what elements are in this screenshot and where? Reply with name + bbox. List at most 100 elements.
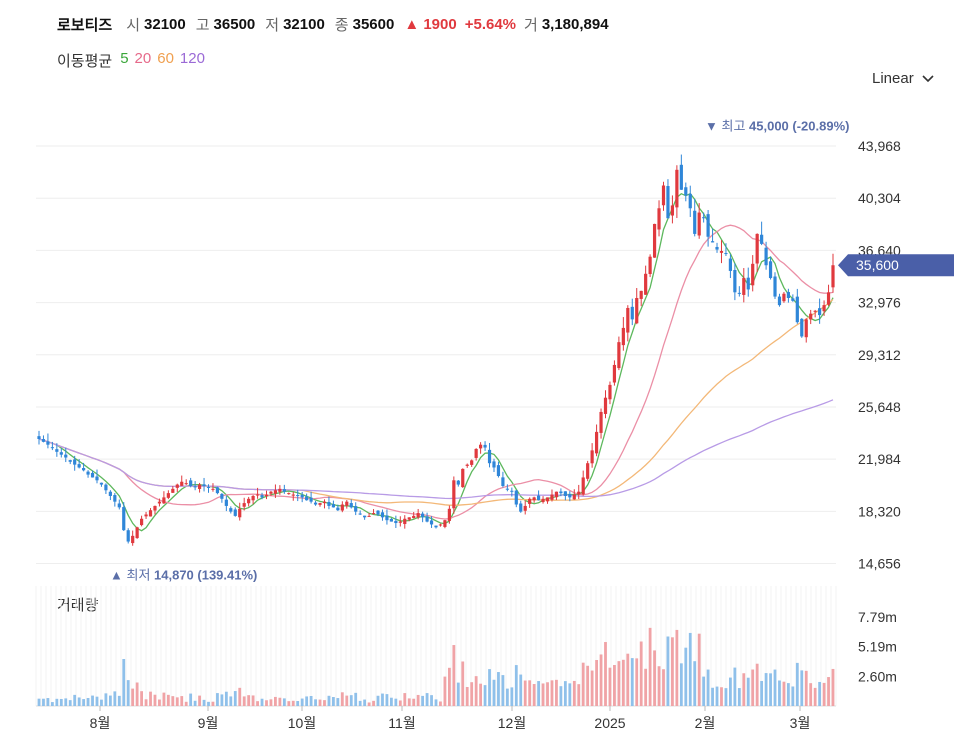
volume-bar <box>541 683 545 706</box>
candle-body <box>278 488 282 492</box>
volume-bar <box>309 696 313 706</box>
candle-body <box>229 508 233 512</box>
price-tick-label: 25,648 <box>858 399 901 415</box>
volume-bar <box>126 680 130 706</box>
candle-body <box>719 251 724 253</box>
volume-bar <box>470 682 474 706</box>
candle-body <box>389 518 393 522</box>
volume-bar <box>421 695 425 706</box>
volume-bar <box>559 686 563 706</box>
volume-bar <box>827 677 830 706</box>
volume-bar <box>479 683 483 706</box>
volume-bar <box>381 693 384 706</box>
candle-body <box>215 487 220 494</box>
candle-body <box>702 217 706 219</box>
volume-bar <box>773 669 777 706</box>
volume-bar <box>639 641 643 706</box>
volume-bar <box>416 694 420 706</box>
ma-120-label[interactable]: 120 <box>179 50 205 67</box>
volume-bar <box>175 697 179 706</box>
candle-body <box>630 306 634 320</box>
candle-body <box>394 520 398 524</box>
candle-body <box>131 535 135 544</box>
volume-bar <box>795 662 799 706</box>
candle-body <box>287 493 291 495</box>
candle-body <box>55 449 59 452</box>
ma-legend-title: 이동평균 <box>57 53 113 70</box>
time-tick-label: 8월 <box>90 715 111 731</box>
volume-axis: 7.79m 5.19m 2.60m <box>858 609 897 684</box>
volume-bar <box>108 695 112 706</box>
candle-body <box>603 397 608 414</box>
ma-60-label[interactable]: 60 <box>157 50 174 67</box>
candle-body <box>742 278 746 295</box>
volume-bar <box>644 668 648 706</box>
candle-body <box>474 448 478 458</box>
candle-body <box>90 472 95 478</box>
candle-body <box>755 233 759 264</box>
candle-body <box>635 298 639 324</box>
candle-body <box>139 518 144 526</box>
candle-body <box>117 503 121 508</box>
volume-bar <box>340 692 344 706</box>
volume-bar <box>162 692 166 706</box>
annotations: 35,600 ▼ 최고 45,000 (-20.89%) ▲ 최저 14,870 (… <box>110 118 954 582</box>
volume-bar <box>189 693 193 706</box>
candle-body <box>724 253 728 255</box>
candle-body <box>675 169 679 208</box>
volume-bar <box>398 700 402 706</box>
volume-bar <box>64 698 68 706</box>
volume-value: 3,180,894 <box>541 15 609 33</box>
volume-bar <box>572 680 576 706</box>
volume-bar <box>140 691 143 706</box>
volume-bar <box>403 693 407 706</box>
candle-body <box>425 516 429 522</box>
candle-body <box>340 504 344 511</box>
candle-body <box>238 508 242 518</box>
volume-bar <box>50 702 54 706</box>
volume-bar <box>697 633 701 706</box>
candle-body <box>349 503 353 508</box>
volume-bar <box>693 661 697 706</box>
candle-body <box>559 491 563 494</box>
ma-5-label[interactable]: 5 <box>120 50 129 67</box>
candle-body <box>479 444 483 449</box>
volume-bar <box>82 699 86 706</box>
stock-header: 로보티즈 시 32100 고 36500 저 32100 종 35600 ▲ 1… <box>57 13 619 35</box>
low-annotation-value: 14,870 (139.41%) <box>154 567 257 582</box>
volume-bar <box>563 681 567 706</box>
volume-bar <box>144 699 148 706</box>
candle-body <box>171 488 175 493</box>
candle-body <box>652 223 657 258</box>
volume-bar <box>291 700 295 706</box>
volume-bar <box>345 695 349 706</box>
candlesticks <box>37 154 835 546</box>
volume-bar <box>755 663 759 706</box>
candle-body <box>331 504 336 508</box>
candle-body <box>670 205 675 216</box>
volume-bar <box>372 700 375 706</box>
volume-bar <box>546 682 549 706</box>
candle-body <box>59 452 63 455</box>
candle-body <box>363 515 367 518</box>
candle-body <box>586 463 590 479</box>
volume-bar <box>425 693 429 706</box>
high-value: 36500 <box>213 15 256 33</box>
volume-bar <box>737 688 741 706</box>
volume-bar <box>354 692 358 706</box>
scale-selector[interactable]: Linear <box>872 70 934 87</box>
volume-bar <box>296 701 300 706</box>
ma-20-label[interactable]: 20 <box>134 50 152 67</box>
volume-tick-label: 2.60m <box>858 668 897 684</box>
volume-bar <box>729 677 732 706</box>
candle-body <box>733 269 737 293</box>
volume-bar <box>604 642 607 706</box>
volume-bar <box>104 693 108 706</box>
candle-body <box>180 481 184 486</box>
low-label: 저 <box>265 16 280 34</box>
volume-bar <box>158 699 161 706</box>
candle-body <box>175 484 179 488</box>
candle-body <box>809 313 813 320</box>
volume-bar <box>519 674 523 706</box>
